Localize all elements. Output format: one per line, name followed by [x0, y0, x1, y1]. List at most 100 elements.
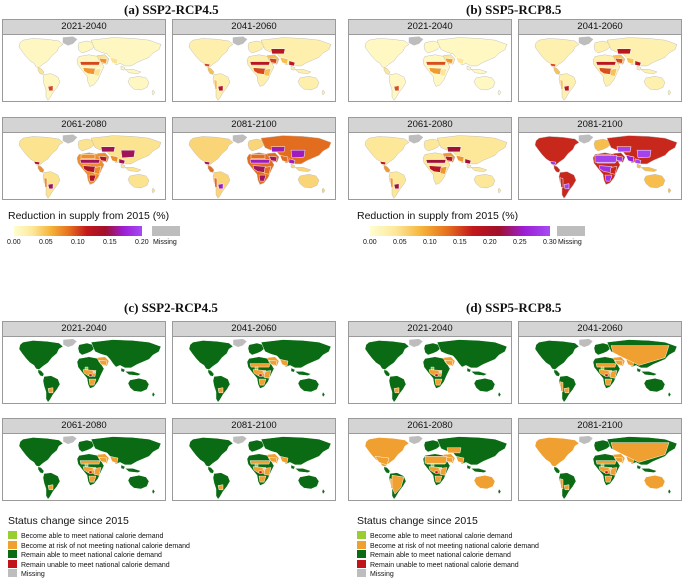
- country-gl: [578, 36, 594, 46]
- country-sea: [290, 464, 296, 470]
- region-arabia: [268, 155, 278, 162]
- status-swatch: [8, 569, 17, 577]
- missing-label-right: Missing: [558, 239, 582, 246]
- country-as: [90, 37, 162, 67]
- country-id: [294, 167, 312, 172]
- region-sahel: [249, 61, 271, 66]
- region-asiafull: [610, 442, 670, 463]
- region-andes: [559, 79, 564, 91]
- country-eu: [593, 138, 611, 152]
- world-map: [18, 435, 162, 500]
- country-eu: [77, 138, 95, 152]
- country-nz: [151, 89, 156, 96]
- country-id: [294, 371, 312, 376]
- missing-label-left: Missing: [153, 239, 177, 246]
- country-id: [124, 167, 142, 172]
- country-nz: [667, 187, 672, 194]
- tick-label: 0.00: [7, 239, 21, 246]
- reduction-legend-title-left: Reduction in supply from 2015 (%): [8, 210, 170, 222]
- region-arabia: [614, 359, 624, 366]
- country-ca: [37, 466, 45, 474]
- country-sea: [290, 65, 296, 71]
- country-ca: [383, 369, 391, 377]
- country-eu: [423, 439, 441, 453]
- status-legend-item: Remain unable to meet national calorie d…: [8, 559, 170, 570]
- region-casia: [270, 146, 286, 153]
- map-panel: 2041-2060: [518, 321, 682, 404]
- region-become-able: [254, 366, 259, 370]
- region-mex: [33, 161, 41, 166]
- country-id: [124, 371, 142, 376]
- region-safr: [604, 378, 613, 386]
- region-safr: [258, 378, 267, 386]
- country-as: [436, 135, 508, 165]
- region-eafr: [439, 467, 448, 476]
- region-unable-1: [88, 373, 93, 377]
- region-arabia: [98, 359, 108, 366]
- status-swatch: [8, 559, 17, 568]
- status-legend-item: Missing: [357, 569, 394, 579]
- country-na: [534, 340, 580, 370]
- region-missing: [92, 371, 96, 374]
- status-swatch: [357, 569, 366, 577]
- region-cafr: [82, 67, 97, 75]
- map-panel: 2081-2100: [518, 117, 682, 200]
- country-gl: [62, 134, 78, 144]
- country-eu: [247, 138, 265, 152]
- region-sahel: [79, 460, 101, 465]
- region-bolivia: [217, 484, 224, 491]
- country-gl: [408, 36, 424, 46]
- region-mex: [549, 161, 557, 166]
- country-au: [127, 475, 150, 490]
- region-eafr: [93, 166, 102, 175]
- missing-swatch-right: [557, 226, 585, 236]
- period-label: 2021-2040: [3, 322, 165, 337]
- country-as: [606, 37, 678, 67]
- period-label: 2081-2100: [519, 419, 681, 434]
- country-au: [473, 378, 496, 393]
- country-nz: [151, 391, 156, 398]
- country-as: [90, 436, 162, 466]
- region-andes: [389, 177, 394, 189]
- tick-label: 0.10: [423, 239, 437, 246]
- period-label: 2021-2040: [349, 322, 511, 337]
- region-arabia: [268, 57, 278, 64]
- country-as: [436, 436, 508, 466]
- region-arabia: [444, 359, 454, 366]
- country-as: [260, 37, 332, 67]
- world-map: [188, 36, 332, 101]
- country-na: [534, 38, 580, 68]
- country-nz: [321, 89, 326, 96]
- status-legend-item: Missing: [8, 569, 45, 579]
- country-sea: [636, 65, 642, 71]
- status-legend-item: Become at risk of not meeting national c…: [357, 540, 539, 551]
- world-map: [534, 338, 678, 403]
- status-swatch: [8, 531, 17, 539]
- tick-label: 0.15: [453, 239, 467, 246]
- region-unable-1: [604, 470, 609, 474]
- country-as: [260, 436, 332, 466]
- country-au: [643, 174, 666, 189]
- region-sahel: [595, 363, 617, 368]
- region-safr: [258, 174, 267, 182]
- country-na: [188, 38, 234, 68]
- country-ca: [553, 67, 561, 75]
- country-eu: [423, 138, 441, 152]
- period-label: 2041-2060: [519, 322, 681, 337]
- region-safr: [604, 475, 613, 483]
- country-nz: [667, 89, 672, 96]
- region-sahel: [425, 159, 447, 164]
- region-cafr: [598, 67, 613, 75]
- country-id: [470, 167, 488, 172]
- region-safr: [604, 174, 613, 182]
- region-eafr: [439, 166, 448, 175]
- country-eu: [593, 342, 611, 356]
- region-sasia: [455, 155, 465, 163]
- country-eu: [77, 439, 95, 453]
- region-eafr: [609, 467, 618, 476]
- region-sahel: [595, 61, 617, 66]
- region-become-able: [254, 463, 259, 467]
- region-sahel: [249, 159, 271, 164]
- country-na: [188, 340, 234, 370]
- region-mexus: [374, 456, 390, 466]
